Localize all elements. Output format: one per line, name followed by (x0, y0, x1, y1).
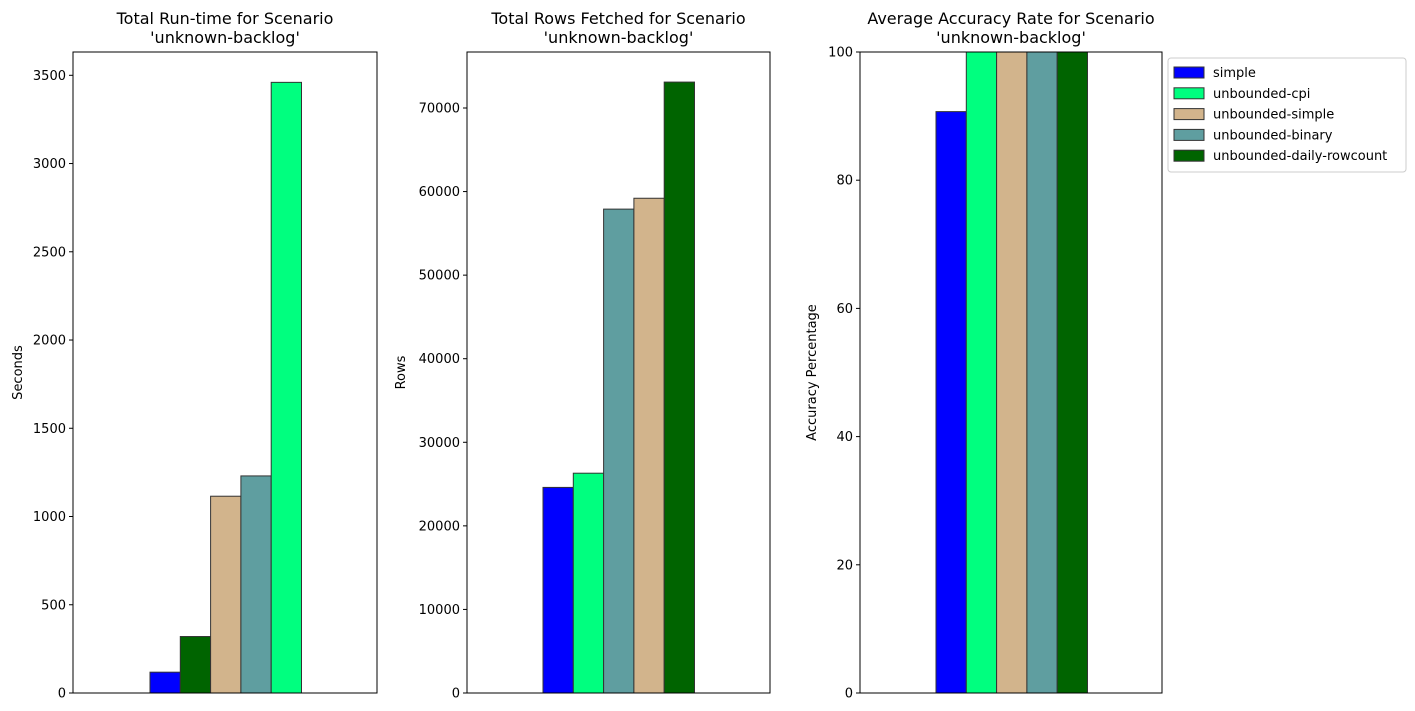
y-tick-label: 80 (836, 174, 853, 189)
bar-unbounded-simple (996, 51, 1028, 694)
legend-label-simple: simple (1213, 66, 1256, 81)
bar-simple (149, 671, 181, 694)
y-tick-label: 0 (452, 687, 460, 702)
chart-title: 'unknown-backlog' (936, 28, 1086, 47)
bar-unbounded-daily-rowcount (663, 81, 696, 694)
chart-title: Total Rows Fetched for Scenario (490, 9, 745, 28)
legend-label-unbounded-simple: unbounded-simple (1213, 108, 1334, 123)
y-tick-label: 60000 (419, 185, 460, 200)
y-tick-label: 20000 (419, 519, 460, 534)
plot-frame (466, 51, 771, 694)
bar-unbounded-binary (1026, 51, 1058, 694)
chart-panel-2: 0 10000 20000 30000 40000 50000 60000 70000 Rows… (394, 9, 771, 702)
plot-frame (72, 51, 378, 694)
y-tick-label: 50000 (419, 269, 460, 284)
y-tick-label: 10000 (419, 603, 460, 618)
y-tick-label: 2500 (33, 245, 66, 260)
y-tick-label: 3000 (33, 157, 66, 172)
plot-frame (859, 51, 1163, 694)
bar-unbounded-simple (210, 495, 242, 694)
y-tick-label: 30000 (419, 436, 460, 451)
bar-unbounded-cpi (270, 81, 303, 694)
legend-swatch-unbounded-binary (1173, 128, 1205, 141)
y-tick-label: 40000 (419, 352, 460, 367)
legend-label-unbounded-daily-rowcount: unbounded-daily-rowcount (1213, 149, 1387, 164)
chart-title: 'unknown-backlog' (150, 28, 300, 47)
legend-swatch-unbounded-daily-rowcount (1173, 149, 1205, 162)
y-tick-label: 100 (828, 46, 853, 61)
y-tick-label: 20 (836, 558, 853, 573)
bar-simple (542, 486, 574, 694)
y-axis-label: Accuracy Percentage (805, 304, 820, 441)
legend-box (1167, 57, 1407, 173)
chart-panel-1: 0 500 1000 1500 2000 2500 3000 3500 Seconds Total… (11, 9, 378, 702)
chart-title: Average Accuracy Rate for Scenario (867, 9, 1154, 28)
chart-title: Total Run-time for Scenario (116, 9, 334, 28)
legend-swatch-unbounded-simple (1173, 108, 1205, 121)
y-axis-label: Seconds (11, 345, 26, 400)
chart-title: 'unknown-backlog' (544, 28, 694, 47)
y-tick-label: 0 (58, 687, 66, 702)
y-tick-label: 1000 (33, 510, 66, 525)
legend-label-unbounded-binary: unbounded-binary (1213, 128, 1333, 143)
legend-label-unbounded-cpi: unbounded-cpi (1213, 87, 1310, 102)
legend-swatch-simple (1173, 66, 1205, 79)
bar-unbounded-cpi (572, 472, 605, 694)
y-tick-label: 40 (836, 430, 853, 445)
bar-unbounded-binary (240, 475, 272, 694)
bar-unbounded-cpi (965, 51, 998, 694)
bar-simple (935, 111, 967, 694)
y-tick-label: 60 (836, 302, 853, 317)
bar-unbounded-daily-rowcount (179, 636, 212, 694)
chart-panel-3: 0 20 40 60 80 100 Accuracy Percentage Average A… (805, 9, 1163, 702)
y-tick-label: 3500 (33, 69, 66, 84)
bar-unbounded-binary (603, 208, 635, 694)
y-tick-label: 2000 (33, 334, 66, 349)
legend: simple unbounded-cpi unbounded-simple unbou… (1167, 57, 1407, 173)
y-tick-label: 0 (845, 687, 853, 702)
bar-unbounded-daily-rowcount (1056, 51, 1088, 694)
y-tick-label: 70000 (419, 101, 460, 116)
legend-swatch-unbounded-cpi (1173, 87, 1205, 100)
y-tick-label: 500 (41, 598, 66, 613)
y-axis-label: Rows (394, 355, 409, 389)
y-tick-label: 1500 (33, 422, 66, 437)
bar-unbounded-simple (633, 197, 665, 694)
